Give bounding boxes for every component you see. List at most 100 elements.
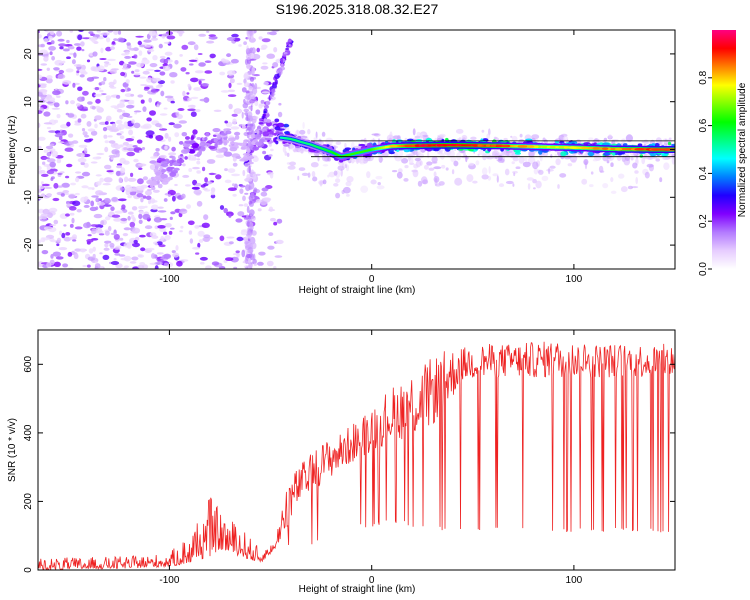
spectrogram-noise-blob bbox=[116, 132, 122, 136]
spectrogram-noise-blob bbox=[43, 122, 53, 125]
spectrogram-ridge-blob bbox=[238, 142, 247, 147]
spectrogram-noise-blob bbox=[138, 219, 143, 224]
spectrogram-noise-blob bbox=[103, 247, 110, 251]
spectrogram-noise-blob bbox=[232, 162, 238, 167]
spectrogram-ridge-blob bbox=[445, 137, 449, 142]
spectrogram-noise-blob bbox=[111, 196, 119, 202]
spectrogram-streak-blob bbox=[249, 91, 253, 96]
spectrogram-noise-blob bbox=[40, 63, 48, 66]
spectrogram-halo-blob bbox=[299, 129, 306, 135]
spectrogram-halo-blob bbox=[351, 142, 355, 149]
spectrogram-noise-blob bbox=[122, 110, 126, 114]
spectrogram-noise-blob bbox=[95, 227, 103, 233]
spectrogram-noise-blob bbox=[157, 206, 164, 209]
spectrogram-ridge-blob bbox=[284, 131, 290, 134]
spectrogram-noise-blob bbox=[258, 251, 266, 256]
spectrogram-noise-blob bbox=[171, 146, 176, 152]
spectrogram-halo-blob bbox=[627, 185, 634, 190]
spectrogram-streak-blob bbox=[247, 219, 253, 222]
spectrogram-noise-blob bbox=[194, 225, 200, 229]
spectrogram-noise-blob bbox=[206, 159, 216, 164]
spectrogram-noise-blob bbox=[69, 30, 74, 33]
spectrogram-ridge-blob bbox=[555, 140, 560, 144]
spectrogram-noise-blob bbox=[139, 210, 145, 215]
spectrogram-noise-blob bbox=[49, 224, 56, 227]
spectrogram-noise-blob bbox=[138, 254, 144, 258]
spectrogram-halo-blob bbox=[346, 194, 350, 197]
spectrogram-hotspot bbox=[558, 146, 564, 149]
spectrogram-noise-blob bbox=[69, 223, 74, 228]
spectrogram-noise-blob bbox=[61, 60, 66, 64]
spectrogram-noise-blob bbox=[187, 97, 192, 102]
spectrogram-streak-blob bbox=[248, 257, 251, 264]
spectrogram-noise-blob bbox=[83, 196, 89, 201]
spectrogram-noise-blob bbox=[49, 51, 53, 56]
spectrogram-streak-blob bbox=[248, 71, 253, 76]
spectrogram-noise-blob bbox=[38, 208, 45, 214]
spectrogram-noise-blob bbox=[226, 53, 232, 58]
spectrogram-branch-blob bbox=[269, 94, 272, 99]
spectrogram-ridge-blob bbox=[223, 142, 228, 146]
spectrogram-halo-blob bbox=[321, 131, 326, 137]
spectrogram-halo-blob bbox=[419, 160, 423, 166]
spectrogram-halo-blob bbox=[488, 166, 491, 174]
spectrogram-ridge-blob bbox=[156, 179, 160, 185]
spectrogram-noise-blob bbox=[198, 239, 204, 243]
spectrogram-noise-blob bbox=[261, 91, 270, 94]
spectrogram-noise-blob bbox=[138, 50, 143, 56]
spectrogram-noise-blob bbox=[193, 189, 202, 195]
spectrogram-noise-blob bbox=[168, 122, 175, 126]
spectrogram-noise-blob bbox=[140, 125, 150, 129]
spectrogram-noise-blob bbox=[202, 187, 208, 191]
spectrogram-noise-blob bbox=[38, 136, 46, 141]
spectrogram-noise-blob bbox=[175, 245, 179, 251]
spectrogram-noise-blob bbox=[215, 154, 225, 158]
chart-title: S196.2025.318.08.32.E27 bbox=[276, 1, 439, 17]
spectrogram-halo-blob bbox=[581, 178, 588, 185]
spectrogram-halo-blob bbox=[515, 166, 521, 169]
spectrogram-noise-blob bbox=[163, 231, 168, 235]
spectrogram-halo-blob bbox=[486, 155, 494, 160]
spectrogram-noise-blob bbox=[117, 198, 127, 202]
spectrogram-ridge-blob bbox=[153, 168, 160, 173]
spectrogram-noise-blob bbox=[180, 225, 184, 229]
y-tick-label: 0 bbox=[23, 567, 34, 573]
spectrogram-halo-blob bbox=[335, 178, 341, 184]
spectrogram-noise-blob bbox=[50, 177, 54, 181]
spectrogram-noise-blob bbox=[121, 204, 126, 210]
spectrogram-ridge-blob bbox=[208, 145, 216, 150]
spectrogram-noise-blob bbox=[62, 263, 69, 268]
spectrogram-halo-blob bbox=[662, 156, 670, 161]
spectrogram-halo-blob bbox=[439, 133, 446, 138]
spectrogram-noise-blob bbox=[163, 41, 170, 45]
spectrogram-halo-blob bbox=[659, 143, 667, 146]
spectrogram-halo-blob bbox=[538, 169, 544, 175]
spectrogram-noise-blob bbox=[123, 265, 129, 269]
spectrogram-halo-blob bbox=[671, 156, 675, 165]
spectrogram-streak-blob bbox=[254, 83, 258, 89]
spectrogram-noise-blob bbox=[81, 128, 86, 132]
spectrogram-noise-blob bbox=[243, 203, 249, 207]
spectrogram-noise-blob bbox=[140, 99, 145, 104]
spectrogram-noise-blob bbox=[78, 144, 88, 148]
spectrogram-noise-blob bbox=[256, 47, 261, 53]
colorbar-tick-label: 0.6 bbox=[698, 118, 709, 132]
snr-x-ticks: -100 0 100 bbox=[159, 330, 583, 586]
spectrogram-noise-blob bbox=[92, 51, 98, 57]
spectrogram-noise-blob bbox=[266, 260, 274, 267]
spectrogram-noise-blob bbox=[161, 33, 170, 37]
spectrogram-noise-blob bbox=[203, 234, 211, 239]
spectrogram-noise-blob bbox=[86, 59, 91, 63]
spectrogram-noise-blob bbox=[96, 30, 102, 33]
spectrogram-noise-blob bbox=[213, 109, 222, 113]
spectrogram-noise-blob bbox=[159, 71, 166, 76]
spectrogram-noise-blob bbox=[42, 208, 50, 215]
spectrogram-ridge-blob bbox=[196, 137, 201, 140]
spectrogram-noise-blob bbox=[142, 106, 147, 112]
spectrogram-noise-blob bbox=[98, 36, 104, 40]
spectrogram-noise-blob bbox=[53, 261, 61, 267]
spectrogram-halo-blob bbox=[416, 131, 421, 137]
spectrogram-hotspot bbox=[602, 147, 609, 150]
